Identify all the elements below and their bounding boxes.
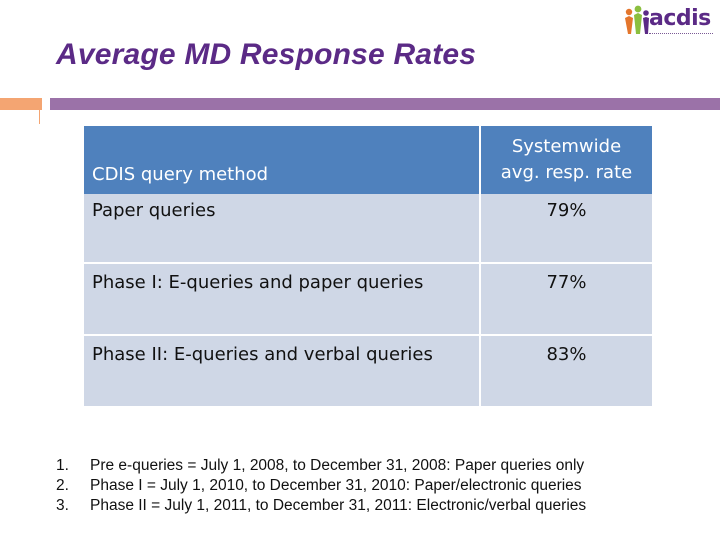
footnotes-list: 1. Pre e-queries = July 1, 2008, to Dece…: [56, 456, 586, 516]
footnote-text: Phase I = July 1, 2010, to December 31, …: [90, 477, 582, 494]
logo-wordmark: acdis: [649, 6, 711, 31]
accent-line-vertical: [39, 110, 40, 124]
table-header-row: CDIS query method Systemwide avg. resp. …: [84, 126, 652, 194]
list-item: 3. Phase II = July 1, 2011, to December …: [56, 496, 586, 516]
row-method: Phase I: E-queries and paper queries: [84, 262, 480, 335]
footnote-number: 1.: [56, 457, 69, 474]
row-method: Paper queries: [84, 194, 480, 263]
table-row: Phase I: E-queries and paper queries 77%: [84, 262, 652, 335]
header-query-method: CDIS query method: [84, 126, 480, 194]
accent-bar-purple: [50, 98, 720, 110]
people-figures-icon: [625, 5, 649, 34]
footnote-text: Pre e-queries = July 1, 2008, to Decembe…: [90, 457, 585, 474]
header-response-rate: Systemwide avg. resp. rate: [479, 126, 652, 194]
list-item: 1. Pre e-queries = July 1, 2008, to Dece…: [56, 456, 586, 476]
header-rate-line2: avg. resp. rate: [500, 162, 633, 183]
table-row: Paper queries 79%: [84, 194, 652, 263]
accent-bar-orange: [0, 98, 42, 110]
table-row: Phase II: E-queries and verbal queries 8…: [84, 334, 652, 406]
response-rates-table: CDIS query method Systemwide avg. resp. …: [84, 126, 652, 406]
acdis-logo: acdis: [623, 4, 715, 40]
footnote-number: 3.: [56, 497, 69, 514]
row-rate: 79%: [479, 194, 652, 263]
list-item: 2. Phase I = July 1, 2010, to December 3…: [56, 476, 586, 496]
logo-tagline-decoration: [649, 33, 713, 37]
slide-title: Average MD Response Rates: [56, 38, 477, 71]
header-rate-line1: Systemwide: [511, 136, 622, 157]
row-rate: 83%: [479, 334, 652, 406]
footnote-number: 2.: [56, 477, 69, 494]
row-method: Phase II: E-queries and verbal queries: [84, 334, 480, 406]
footnote-text: Phase II = July 1, 2011, to December 31,…: [90, 497, 587, 514]
row-rate: 77%: [479, 262, 652, 335]
